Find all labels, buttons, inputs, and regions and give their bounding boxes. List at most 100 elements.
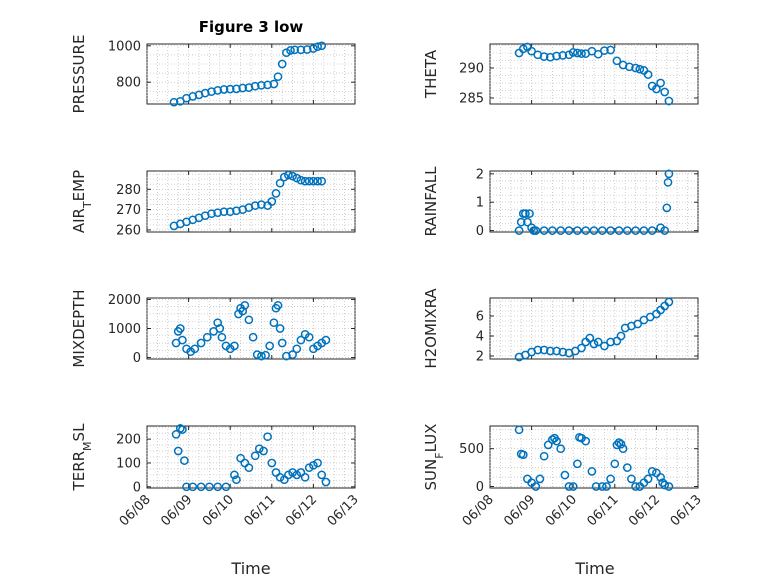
data-point: [523, 217, 532, 227]
data-point: [573, 226, 582, 235]
data-point: [552, 346, 561, 356]
data-point: [317, 176, 327, 186]
data-point: [539, 226, 549, 235]
data-point: [171, 429, 181, 439]
data-point: [589, 226, 599, 235]
data-point: [625, 62, 634, 72]
data-point: [643, 474, 653, 484]
data-point: [207, 209, 216, 219]
data-point: [296, 45, 306, 55]
h2omixra-axes: 2 4 6 H2OMIXRA: [422, 288, 699, 369]
data-point: [660, 87, 670, 97]
data-point: [612, 440, 622, 450]
data-point: [591, 482, 601, 491]
data-point: [190, 344, 200, 354]
y-tick-label: 100: [116, 456, 141, 471]
data-point: [215, 324, 225, 333]
data-point: [663, 177, 673, 187]
y-tick-label: 290: [459, 62, 484, 77]
data-point: [277, 338, 287, 348]
data-point: [639, 226, 649, 235]
data-point: [232, 206, 241, 216]
data-point: [593, 337, 603, 347]
data-point: [296, 468, 306, 477]
data-point: [656, 78, 665, 88]
data-point: [196, 338, 206, 348]
data-point: [622, 226, 632, 235]
data-point: [531, 482, 541, 491]
data-point: [556, 226, 566, 235]
data-point: [618, 444, 628, 454]
x-tick-label: 06/12: [283, 492, 320, 529]
x-axis-label-right: Time: [574, 559, 614, 578]
data-point: [568, 48, 578, 57]
data-point: [259, 446, 268, 456]
data-point: [525, 209, 534, 218]
data-point: [548, 435, 557, 444]
data-point: [564, 226, 574, 235]
data-point: [288, 171, 297, 181]
data-point: [309, 44, 318, 53]
x-tick-label: 06/11: [242, 492, 279, 529]
data-point: [304, 332, 314, 342]
data-point: [267, 197, 277, 206]
data-point: [244, 315, 254, 325]
x-tick-label: 06/11: [585, 492, 622, 529]
y-tick-label: 200: [116, 433, 141, 448]
theta-axes: 285 290 THETA: [422, 42, 699, 107]
data-point: [587, 467, 597, 476]
figure-title: Figure 3 low: [199, 18, 304, 36]
data-point: [202, 332, 212, 342]
data-point: [207, 87, 216, 96]
data-point: [660, 480, 670, 490]
data-point: [269, 318, 279, 328]
data-point: [309, 176, 318, 186]
data-point: [286, 46, 295, 55]
data-point: [244, 463, 254, 473]
data-point: [622, 463, 632, 472]
data-point: [317, 41, 327, 51]
y-axis-label: SUNFLUX: [422, 424, 446, 491]
data-point: [296, 335, 306, 345]
data-point: [225, 207, 235, 217]
data-point: [616, 439, 626, 449]
data-point: [535, 474, 545, 484]
data-point: [635, 64, 645, 74]
data-point: [533, 345, 543, 355]
data-point: [178, 425, 187, 434]
data-point: [321, 477, 331, 487]
data-point: [597, 482, 607, 491]
data-point: [548, 226, 557, 235]
data-point: [614, 438, 624, 447]
data-point: [221, 482, 231, 492]
data-point: [196, 482, 206, 492]
data-point: [313, 176, 322, 186]
data-point: [173, 446, 183, 456]
data-point: [288, 468, 297, 477]
data-point: [277, 59, 287, 69]
data-point: [647, 226, 657, 235]
y-axis-label: RAINFALL: [422, 166, 440, 237]
data-point: [600, 341, 609, 351]
data-point: [292, 344, 302, 354]
y-tick-label: 2: [476, 167, 484, 182]
data-point: [302, 45, 312, 54]
data-point: [600, 46, 609, 55]
data-point: [304, 176, 314, 186]
data-point: [265, 341, 275, 351]
data-point: [169, 97, 179, 107]
y-tick-label: 0: [133, 351, 141, 366]
data-point: [564, 50, 574, 60]
data-point: [257, 200, 266, 209]
data-point: [230, 341, 239, 351]
data-point: [539, 52, 549, 61]
y-tick-label: 800: [116, 76, 141, 91]
data-point: [250, 201, 260, 210]
data-point: [273, 300, 283, 310]
y-tick-label: 6: [476, 310, 484, 325]
data-point: [552, 51, 561, 61]
data-point: [230, 470, 239, 480]
data-point: [275, 472, 285, 482]
data-point: [213, 208, 223, 218]
